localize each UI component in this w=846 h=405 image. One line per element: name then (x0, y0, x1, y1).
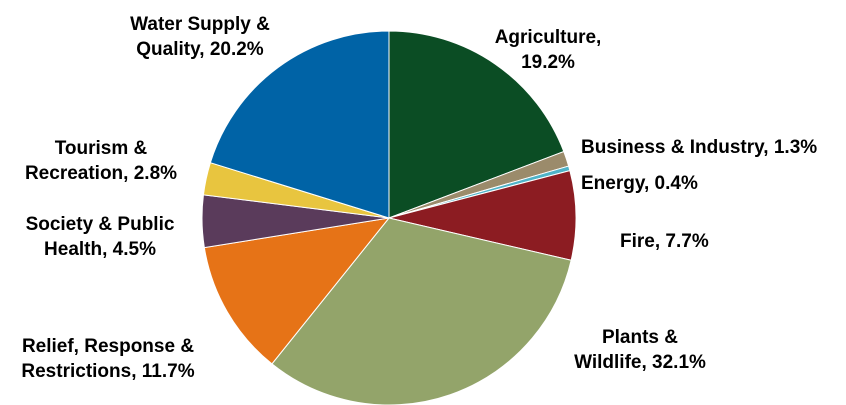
slice-label-business-industry: Business & Industry, 1.3% (581, 137, 818, 158)
slice-label-society-health: Society & Public Health, 4.5% (25, 214, 175, 260)
slice-label-tourism-recreation: Tourism & Recreation, 2.8% (24, 138, 178, 184)
slice-label-plants-wildlife: Plants & Wildlife, 32.1% (574, 327, 706, 373)
slice-label-relief-response: Relief, Response & Restrictions, 11.7% (21, 336, 195, 382)
pie-slice-plants-wildlife (271, 217, 572, 405)
slice-label-agriculture: Agriculture, 19.2% (494, 27, 602, 73)
slice-label-energy: Energy, 0.4% (581, 173, 698, 194)
pie-slice-relief-response-restrictions (203, 217, 391, 365)
slice-label-fire: Fire, 7.7% (620, 231, 709, 252)
slice-label-water-supply: Water Supply & Quality, 20.2% (130, 14, 270, 60)
pie-slice-agriculture (388, 30, 565, 219)
pie-slice-water-supply-quality (209, 30, 390, 219)
